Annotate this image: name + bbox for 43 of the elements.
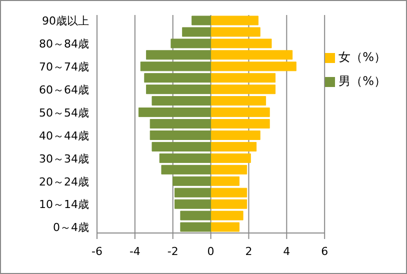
bar xyxy=(138,108,212,118)
bar xyxy=(146,84,212,94)
y-tick-label: 50～54歳 xyxy=(39,106,89,120)
bar xyxy=(159,153,212,163)
bar xyxy=(161,164,212,174)
bar xyxy=(210,153,251,163)
bar xyxy=(210,62,296,72)
bar xyxy=(172,176,212,186)
x-tick-label: -4 xyxy=(129,244,140,258)
bar xyxy=(210,188,248,198)
bar xyxy=(210,73,276,83)
y-tick-label: 0～4歳 xyxy=(53,221,89,234)
bar xyxy=(174,188,212,198)
y-tick-label: 80～84歳 xyxy=(39,38,89,51)
x-tick-label: -6 xyxy=(92,244,102,258)
bar xyxy=(210,96,266,106)
y-tick-label: 40～44歳 xyxy=(39,129,89,142)
bar xyxy=(144,73,212,83)
bar xyxy=(152,96,212,106)
bar xyxy=(210,84,276,94)
bar xyxy=(152,142,212,152)
bar xyxy=(150,119,212,129)
x-tick-label: 2 xyxy=(245,244,252,258)
bar xyxy=(210,176,240,186)
legend-label: 女（%） xyxy=(338,50,386,64)
y-tick-label: 70～74歳 xyxy=(39,60,89,74)
bar xyxy=(210,108,270,118)
y-tick-label: 10～14歳 xyxy=(39,198,89,212)
bar xyxy=(210,130,260,140)
x-tick-label: 0 xyxy=(207,244,214,258)
y-tick-label: 20～24歳 xyxy=(39,175,89,188)
y-tick-label: 60～64歳 xyxy=(39,83,89,96)
bar xyxy=(210,119,270,129)
y-tick-label: 30～34歳 xyxy=(39,152,89,166)
bar xyxy=(140,62,212,72)
bar xyxy=(210,142,257,152)
x-tick-label: -2 xyxy=(167,244,178,258)
bar xyxy=(210,164,248,174)
bar xyxy=(150,130,212,140)
y-tick-label: 90歳以上 xyxy=(42,14,89,28)
legend-label: 男（%） xyxy=(338,74,386,88)
x-tick-label: 4 xyxy=(283,244,290,258)
x-tick-label: 6 xyxy=(321,244,328,258)
